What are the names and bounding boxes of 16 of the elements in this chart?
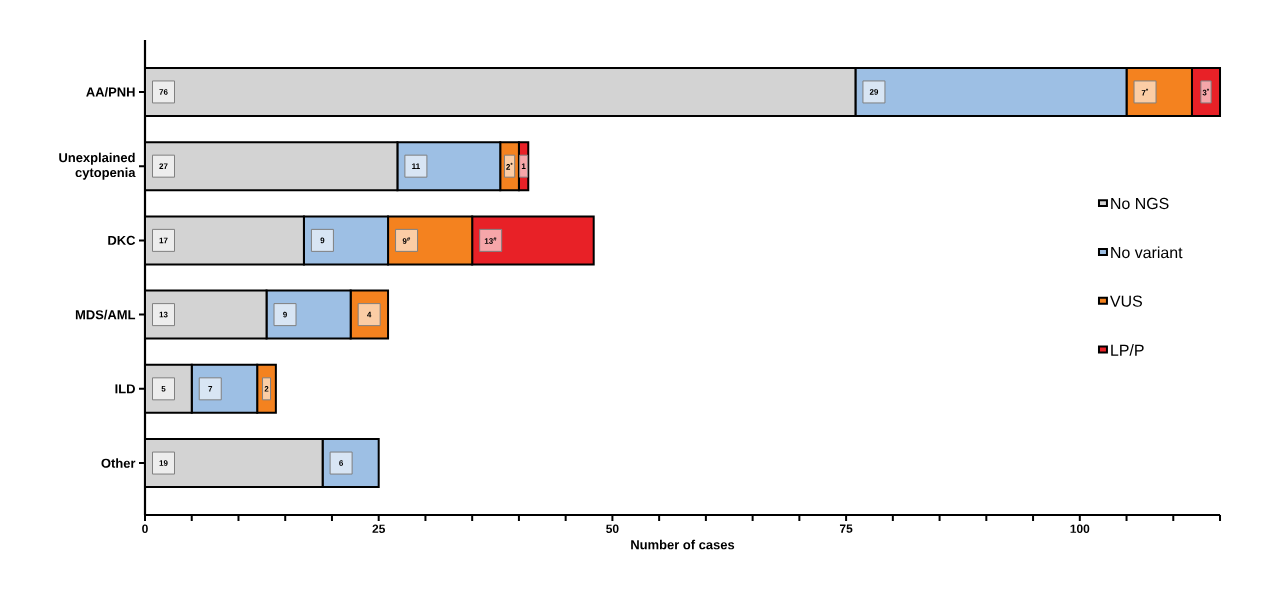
y-tick-label: Other: [101, 458, 136, 468]
legend-label: No variant: [1111, 246, 1183, 259]
legend-label: VUS: [1110, 295, 1142, 307]
y-tick-label: ILD: [115, 384, 135, 394]
x-tick-label: 100: [1070, 524, 1090, 533]
legend-label: LP/P: [1111, 344, 1144, 356]
x-tick-label: 75: [839, 524, 853, 533]
y-tick-label: AA/PNH: [86, 87, 135, 97]
x-tick-label: 25: [372, 524, 386, 533]
y-tick-label: Unexplained cytopenia: [59, 152, 136, 180]
x-tick-label: 0: [142, 524, 148, 533]
y-tick-label: MDS/AML: [75, 309, 136, 320]
legend-label: No NGS: [1111, 197, 1169, 210]
y-tick-label: DKC: [108, 235, 136, 245]
x-tick-label: 50: [606, 524, 619, 533]
x-axis-title: Number of cases: [631, 539, 735, 550]
